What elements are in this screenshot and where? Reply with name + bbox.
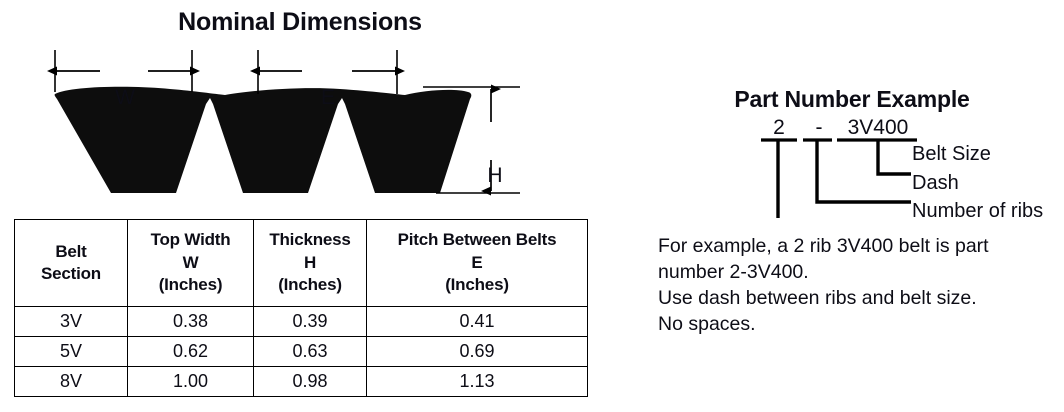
header-line: Thickness (269, 230, 351, 250)
cell-top-width: 0.62 (127, 336, 254, 367)
cell-thickness: 0.98 (253, 366, 367, 397)
part-number-callout-diagram: 2 - 3V400 Belt Size Dash Number of ribs (640, 112, 1064, 222)
table-row: 3V 0.38 0.39 0.41 (14, 306, 588, 337)
callout-label-belt-size: Belt Size (912, 143, 991, 165)
belt-cross-section-diagram: W E H (0, 36, 600, 211)
part-number-leader-lines-svg (761, 138, 917, 218)
cell-pitch: 0.41 (366, 306, 588, 337)
description-line: For example, a 2 rib 3V400 belt is part (658, 235, 989, 257)
leader-lines (776, 140, 911, 218)
cell-belt-section: 8V (14, 366, 128, 397)
header-line: (Inches) (278, 275, 342, 295)
header-line: (Inches) (158, 275, 223, 295)
belt-dimensions-table: Belt Section Top Width W (Inches) Thickn… (14, 219, 588, 397)
description-line: number 2-3V400. (658, 260, 809, 283)
page-title-part-number-example: Part Number Example (734, 86, 970, 112)
cell-pitch: 1.13 (366, 366, 588, 397)
header-line: Section (40, 264, 101, 283)
cell-belt-section: 5V (14, 336, 128, 367)
cell-top-width: 1.00 (127, 366, 254, 397)
part-number-segment-ribs: 2 (773, 116, 785, 139)
column-header-belt-section: Belt Section (14, 219, 128, 307)
part-number-description: For example, a 2 rib 3V400 belt is part … (658, 234, 1058, 338)
callout-label-dash: Dash (912, 172, 959, 194)
column-header-top-width: Top Width W (Inches) (127, 219, 254, 307)
header-line: E (471, 252, 483, 272)
cell-pitch: 0.69 (366, 336, 588, 367)
header-line: W (182, 252, 199, 272)
dimension-label-e: E (320, 86, 335, 109)
header-line: Belt (55, 241, 87, 261)
callout-label-number-of-ribs: Number of ribs (912, 200, 1044, 222)
cell-belt-section: 3V (14, 306, 128, 337)
cell-top-width: 0.38 (127, 306, 254, 337)
column-header-pitch-between-belts: Pitch Between Belts E (Inches) (366, 219, 588, 307)
header-line: H (303, 252, 317, 272)
header-line: Pitch Between Belts (397, 230, 557, 250)
cell-thickness: 0.63 (253, 336, 367, 367)
page-title-nominal-dimensions: Nominal Dimensions (178, 8, 422, 36)
dimension-label-h: H (487, 164, 503, 187)
belt-body-shape (54, 86, 472, 193)
part-number-segment-dash: - (815, 116, 823, 139)
part-number-segment-belt-size: 3V400 (847, 116, 909, 139)
table-row: 8V 1.00 0.98 1.13 (14, 366, 588, 397)
header-line: (Inches) (445, 275, 509, 295)
description-line: No spaces. (658, 312, 756, 335)
table-header-row: Belt Section Top Width W (Inches) Thickn… (14, 219, 588, 307)
table-row: 5V 0.62 0.63 0.69 (14, 336, 588, 367)
belt-profile-svg (47, 50, 520, 196)
dimension-label-w: W (115, 86, 135, 109)
description-line: Use dash between ribs and belt size. (658, 286, 977, 309)
column-header-thickness: Thickness H (Inches) (253, 219, 367, 307)
header-line: Top Width (150, 230, 231, 250)
thickness-extension-lines (423, 86, 520, 194)
cell-thickness: 0.39 (253, 306, 367, 337)
